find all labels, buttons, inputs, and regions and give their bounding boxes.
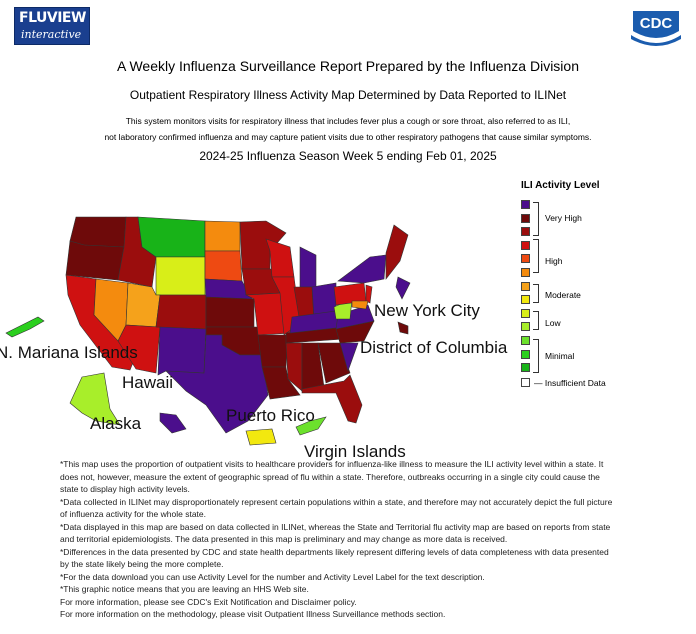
legend-bracket-moderate (533, 284, 539, 303)
fluview-logo-subtext: interactive (21, 28, 82, 41)
label-n-mariana-islands: N. Mariana Islands (0, 343, 138, 362)
legend-insufficient-label: Insufficient Data (544, 378, 606, 388)
footer-note: *This graphic notice means that you are … (60, 584, 309, 594)
fluview-logo[interactable]: FLUVIEW interactive (14, 7, 90, 45)
state-hawaii[interactable] (159, 412, 187, 434)
legend-group-very-high: Very High (545, 213, 582, 223)
legend-swatch (521, 213, 530, 223)
legend-group-minimal: Minimal (545, 351, 575, 361)
legend-swatch (521, 295, 530, 305)
legend-swatch (521, 268, 530, 277)
state-florida[interactable] (301, 374, 363, 424)
footer-note: *Data collected in ILINet may disproport… (60, 496, 613, 520)
state-arizona[interactable] (117, 324, 161, 374)
cdc-logo[interactable]: CDC (629, 7, 683, 47)
legend-group-high: High (545, 256, 563, 266)
label-puerto-rico: Puerto Rico (226, 406, 315, 425)
state-south-dakota[interactable] (204, 250, 243, 282)
state-oregon[interactable] (65, 240, 125, 281)
state-arkansas[interactable] (257, 334, 289, 368)
state-virginia[interactable] (335, 304, 375, 330)
legend-swatch (521, 322, 530, 332)
legend-swatch (521, 200, 530, 209)
map-subtitle: Outpatient Respiratory Illness Activity … (129, 88, 567, 102)
footer-note: *For the data download you can use Activ… (60, 571, 485, 582)
footer-note: *Data displayed in this map are based on… (60, 521, 611, 545)
state-south-carolina[interactable] (339, 342, 359, 372)
territory-n-mariana-islands[interactable] (5, 316, 45, 338)
label-alaska: Alaska (90, 414, 142, 433)
fluview-logo-text: FLUVIEW (19, 10, 86, 26)
state-new-york[interactable] (337, 254, 387, 284)
state-washington[interactable] (69, 216, 127, 248)
state-maryland[interactable] (351, 300, 369, 310)
legend-bracket-very-high (533, 202, 539, 236)
dc-marker[interactable] (397, 321, 409, 335)
legend-bracket-minimal (533, 339, 539, 373)
state-texas[interactable] (165, 334, 269, 434)
state-new-mexico[interactable] (157, 326, 207, 376)
legend-swatch (521, 336, 530, 345)
season-label: 2024-25 Influenza Season Week 5 ending F… (199, 149, 497, 163)
us-ili-map: New York City District of Columbia N. Ma… (0, 216, 508, 461)
map-description: This system monitors visits for respirat… (0, 113, 696, 145)
legend-bracket-low (533, 311, 539, 330)
state-alaska[interactable] (69, 372, 121, 426)
territory-virgin-islands[interactable] (295, 416, 327, 436)
state-colorado[interactable] (155, 294, 207, 330)
state-kansas[interactable] (205, 296, 255, 328)
state-new-jersey[interactable] (365, 284, 373, 304)
state-wyoming[interactable] (155, 256, 206, 296)
footer-link-exit-notification[interactable]: For more information, please see CDC's E… (60, 596, 357, 607)
state-missouri[interactable] (244, 292, 293, 336)
cdc-logo-text: CDC (640, 15, 673, 32)
footer-note: *Differences in the data presented by CD… (60, 546, 609, 570)
label-hawaii: Hawaii (122, 373, 173, 392)
footer-note: *This map uses the proportion of outpati… (60, 459, 604, 494)
description-line-1: This system monitors visits for respirat… (125, 116, 571, 126)
label-district-of-columbia: District of Columbia (360, 338, 508, 357)
footer-notes: *This map uses the proportion of outpati… (60, 458, 615, 621)
legend-title: ILI Activity Level (521, 180, 600, 191)
legend-insufficient-data: — Insufficient Data (534, 378, 606, 388)
state-montana[interactable] (137, 216, 206, 258)
legend-swatch (521, 281, 530, 291)
description-line-2: not laboratory confirmed influenza and m… (104, 132, 592, 142)
legend-swatch (521, 349, 530, 359)
footer-link-methodology[interactable]: For more information on the methodology,… (60, 609, 446, 619)
state-georgia[interactable] (317, 342, 351, 384)
legend-swatch (521, 227, 530, 237)
legend-swatch (521, 308, 530, 318)
label-virgin-islands: Virgin Islands (304, 442, 406, 461)
legend-swatch-insufficient (521, 378, 530, 387)
legend-swatch (521, 240, 530, 250)
ili-legend: ILI Activity Level Very High High Modera… (521, 180, 691, 395)
legend-group-moderate: Moderate (545, 290, 581, 300)
state-new-england[interactable] (385, 224, 409, 280)
state-north-dakota[interactable] (204, 220, 241, 252)
label-new-york-city: New York City (374, 301, 480, 320)
state-michigan[interactable] (299, 246, 317, 288)
state-utah[interactable] (125, 282, 161, 328)
state-louisiana[interactable] (261, 366, 301, 400)
page-title: A Weekly Influenza Surveillance Report P… (117, 58, 579, 74)
legend-swatch (521, 254, 530, 264)
legend-bracket-high (533, 239, 539, 273)
state-rhode-island[interactable] (395, 276, 411, 300)
legend-group-low: Low (545, 318, 561, 328)
territory-puerto-rico[interactable] (245, 428, 277, 446)
legend-swatch (521, 363, 530, 373)
